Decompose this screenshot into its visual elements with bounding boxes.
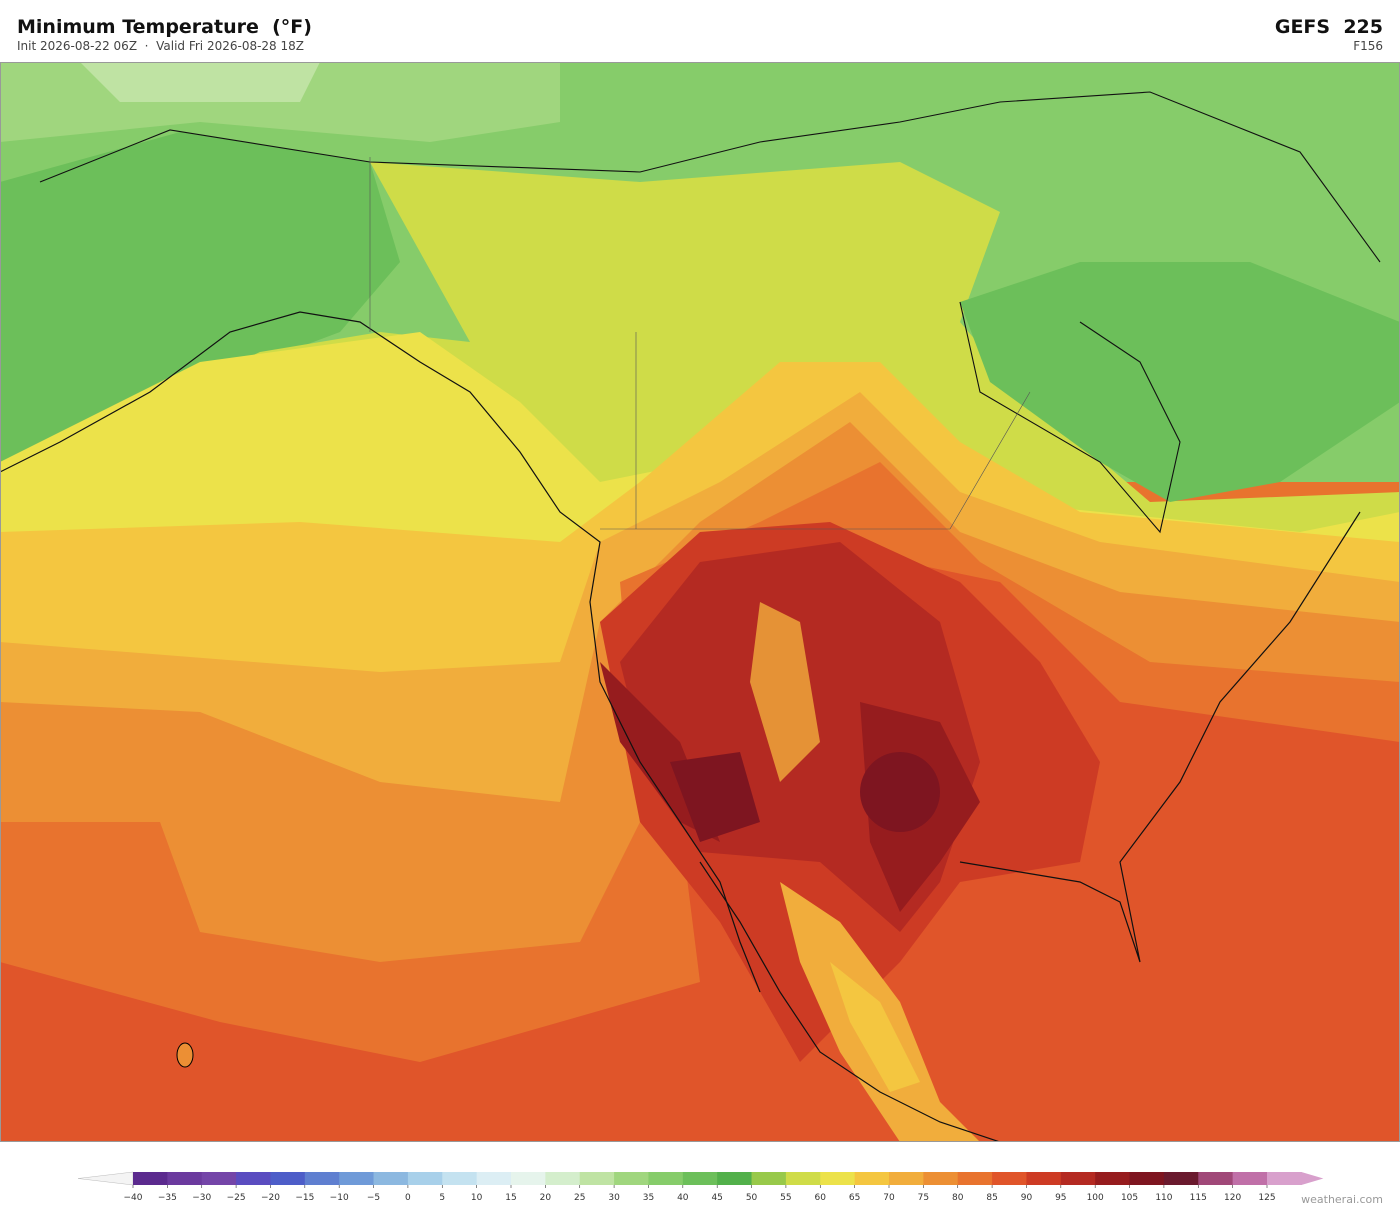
map [0, 62, 1400, 1142]
colorbar-tick-label: 45 [711, 1193, 722, 1203]
colorbar-tick-label: −25 [227, 1193, 246, 1203]
colorbar-tick-label: 55 [780, 1193, 791, 1203]
colorbar-segment [957, 1172, 993, 1185]
colorbar-tick-label: 30 [608, 1193, 620, 1203]
colorbar-segment [1095, 1172, 1131, 1185]
colorbar-tick-label: 95 [1055, 1193, 1066, 1203]
subtitle: Init 2026-08-22 06Z · Valid Fri 2026-08-… [17, 39, 304, 53]
colorbar-over [1301, 1172, 1324, 1185]
colorbar-tick-label: −30 [192, 1193, 211, 1203]
colorbar-segment [511, 1172, 546, 1185]
colorbar-tick-label: 125 [1258, 1193, 1275, 1203]
colorbar-tick-label: −10 [330, 1193, 349, 1203]
colorbar-tick-label: 0 [405, 1193, 411, 1203]
colorbar-segment [992, 1172, 1027, 1185]
colorbar-segment [339, 1172, 375, 1185]
colorbar-segment [820, 1172, 856, 1185]
colorbar-segment [717, 1172, 753, 1185]
colorbar-tick-label: −5 [367, 1193, 380, 1203]
colorbar-tick-label: 70 [883, 1193, 895, 1203]
colorbar-tick-label: 10 [471, 1193, 483, 1203]
forecast-hour: F156 [1353, 39, 1383, 53]
colorbar-segment [648, 1172, 684, 1185]
colorbar-tick-label: 15 [505, 1193, 516, 1203]
colorbar-tick-label: 100 [1087, 1193, 1104, 1203]
credit: weatherai.com [1301, 1193, 1383, 1206]
model-name: GEFS 225 [1274, 16, 1383, 38]
colorbar: −40 −35 −30 −25 −20 −15 −10 −5 0 5 10 15 20 25 30 35 40 4… [77, 1171, 1324, 1203]
colorbar-segment [545, 1172, 581, 1185]
colorbar-segment [442, 1172, 478, 1185]
colorbar-tick-label: 65 [849, 1193, 860, 1203]
colorbar-tick-label: 85 [986, 1193, 997, 1203]
colorbar-segment [751, 1172, 787, 1185]
colorbar-tick-label: 80 [952, 1193, 964, 1203]
colorbar-segment [373, 1172, 409, 1185]
colorbar-segment [1026, 1172, 1062, 1185]
colorbar-segment [889, 1172, 924, 1185]
colorbar-segment [614, 1172, 649, 1185]
colorbar-segment [1232, 1172, 1268, 1185]
colorbar-segment [476, 1172, 512, 1185]
colorbar-segment [407, 1172, 443, 1185]
colorbar-segment [1060, 1172, 1096, 1185]
colorbar-segment [304, 1172, 340, 1185]
colorbar-segment [854, 1172, 890, 1185]
colorbar-tick-label: 50 [746, 1193, 758, 1203]
colorbar-segment [682, 1172, 718, 1185]
colorbar-segment [270, 1172, 306, 1185]
colorbar-tick-label: 115 [1190, 1193, 1207, 1203]
colorbar-segment [1129, 1172, 1165, 1185]
colorbar-segment [201, 1172, 237, 1185]
colorbar-segment [236, 1172, 271, 1185]
colorbar-segment [579, 1172, 615, 1185]
colorbar-tick-label: −15 [295, 1193, 314, 1203]
colorbar-tick-label: −40 [124, 1193, 143, 1203]
colorbar-segment [167, 1172, 203, 1185]
colorbar-tick-label: 90 [1021, 1193, 1033, 1203]
colorbar-tick-label: 5 [439, 1193, 445, 1203]
colorbar-tick-label: −35 [158, 1193, 177, 1203]
colorbar-tick-label: 75 [918, 1193, 929, 1203]
colorbar-tick-label: 110 [1155, 1193, 1172, 1203]
title: Minimum Temperature (°F) [17, 16, 312, 38]
colorbar-segment [1198, 1172, 1234, 1185]
colorbar-segment [785, 1172, 821, 1185]
colorbar-tick-label: −20 [261, 1193, 280, 1203]
colorbar-tick-label: 60 [815, 1193, 827, 1203]
colorbar-tick-label: 40 [677, 1193, 689, 1203]
colorbar-segment [133, 1172, 168, 1185]
colorbar-tick-label: 35 [643, 1193, 654, 1203]
colorbar-tick-label: 25 [574, 1193, 585, 1203]
colorbar-tick-label: 105 [1121, 1193, 1138, 1203]
colorbar-segment [923, 1172, 959, 1185]
colorbar-tick-label: 120 [1224, 1193, 1241, 1203]
colorbar-under [77, 1171, 134, 1186]
colorbar-tick-label: 20 [540, 1193, 552, 1203]
colorbar-segment [1267, 1172, 1302, 1185]
colorbar-segment [1163, 1172, 1199, 1185]
